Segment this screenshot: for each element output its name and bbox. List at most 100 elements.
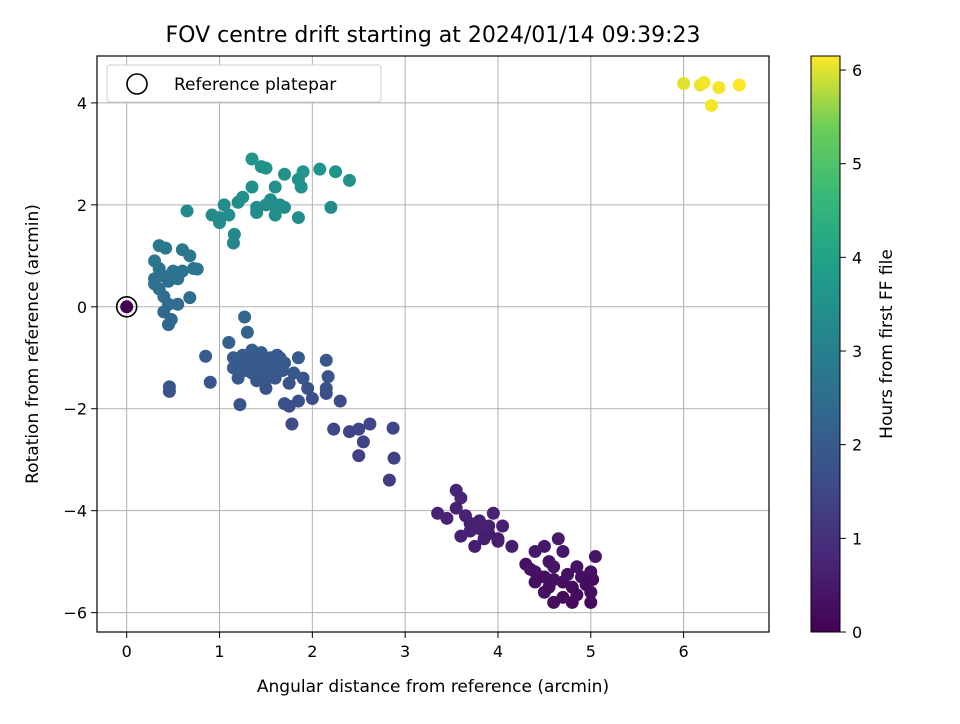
colorbar-tick-label: 5 [852,155,862,174]
colorbar-tick-label: 0 [852,623,862,642]
y-tick-label: −2 [63,400,87,419]
data-point [245,152,259,166]
data-point [166,270,180,284]
data-point [542,555,556,569]
ticks-layer: 0 1 2 3 4 5 6 −6 −4 −2 0 2 4 [63,94,688,661]
data-point [454,491,468,505]
data-point [233,358,247,372]
data-point [333,394,347,408]
data-point [222,335,236,349]
colorbar-tick-label: 3 [852,342,862,361]
data-point [523,562,537,576]
grid-layer [97,56,769,632]
data-point [363,417,377,431]
data-point [352,449,366,463]
data-point [319,386,333,400]
data-point [161,318,175,332]
legend-box [106,64,382,103]
data-point [556,590,570,604]
data-point [356,435,370,449]
data-point [277,200,291,214]
data-point [259,161,273,175]
data-point [240,325,254,339]
x-tick-label: 1 [214,642,224,661]
data-point [301,381,315,395]
data-point [324,200,338,214]
data-point [584,595,598,609]
data-point [259,381,273,395]
y-tick-label: 0 [77,298,87,317]
colorbar-tick-label: 1 [852,529,862,548]
data-point [496,519,510,533]
data-point [313,162,327,176]
data-point [233,398,247,412]
y-tick-label: 4 [77,94,87,113]
data-point [468,539,482,553]
data-point [321,370,335,384]
chart-title: FOV centre drift starting at 2024/01/14 … [166,23,701,48]
x-tick-label: 2 [307,642,317,661]
reference-platepar-marker [115,295,138,318]
data-point [183,249,197,263]
data-point [242,351,256,365]
data-point [382,473,396,487]
data-point [159,241,173,255]
data-point [387,451,401,465]
data-point [352,422,366,436]
data-point [486,506,500,520]
data-point [440,511,454,525]
data-point [463,524,477,538]
data-point [712,81,726,95]
data-point [171,297,185,311]
data-point [570,560,584,574]
y-tick-label: −6 [63,604,87,623]
data-point [704,98,718,112]
data-point [270,348,284,362]
data-point [570,588,584,602]
x-tick-label: 0 [122,642,132,661]
data-point [491,534,505,548]
data-point [213,216,227,230]
data-point [319,353,333,367]
x-tick-label: 6 [679,642,689,661]
y-axis-label: Rotation from reference (arcmin) [23,204,43,484]
colorbar-ticks: 0 1 2 3 4 5 6 [840,61,862,642]
data-point [222,208,236,222]
data-point [482,519,496,533]
data-point [236,190,250,204]
data-point [386,421,400,435]
data-point [291,211,305,225]
data-point [329,165,343,179]
x-tick-label: 5 [586,642,596,661]
data-point [528,575,542,589]
data-point [551,532,565,546]
x-tick-label: 4 [493,642,503,661]
data-point [162,384,176,398]
colorbar-label: Hours from first FF file [877,249,897,439]
data-point [175,264,189,278]
data-point [327,422,341,436]
data-point [277,167,291,181]
legend: Reference platepar [106,64,382,103]
data-point [276,364,290,378]
data-point [238,310,252,324]
data-point [296,371,310,385]
data-point [477,532,491,546]
data-point [677,77,691,91]
data-point [561,567,575,581]
data-point [217,198,231,212]
data-point [732,78,746,92]
data-point [148,277,162,291]
data-point [261,371,275,385]
colorbar-tick-label: 6 [852,61,862,80]
data-point [449,501,463,515]
data-point [305,392,319,406]
data-point [277,397,291,411]
colorbar: 0 1 2 3 4 5 6 Hours from first FF file [810,55,897,642]
data-point [148,254,162,268]
data-point [180,204,194,218]
data-point [296,165,310,179]
data-point [285,417,299,431]
